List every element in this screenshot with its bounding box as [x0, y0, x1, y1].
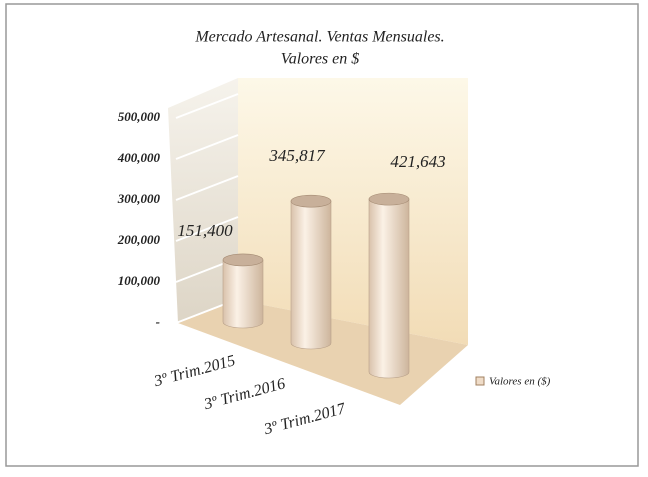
cylinder: [368, 192, 410, 379]
value-label: 151,400: [177, 221, 233, 240]
chart-title: Mercado Artesanal. Ventas Mensuales.: [194, 29, 444, 46]
grid-line: [175, 216, 239, 242]
value-label: 421,643: [390, 152, 445, 171]
legend-label: Valores en ($): [489, 376, 551, 388]
grid-line: [175, 93, 239, 119]
y-tick-label: 400,000: [117, 150, 161, 165]
cylinder: [222, 253, 264, 329]
grid-line: [175, 175, 239, 201]
value-label: 345,817: [268, 146, 326, 165]
chart-subtitle: Valores en $: [281, 51, 360, 68]
cylinder: [290, 194, 332, 350]
back-wall: [238, 78, 468, 345]
y-tick-label: 100,000: [118, 273, 161, 288]
side-wall: [168, 78, 238, 323]
y-tick-label: 300,000: [117, 191, 161, 206]
y-tick-label: -: [156, 314, 160, 329]
legend-swatch: [475, 376, 485, 386]
y-tick-label: 500,000: [118, 109, 161, 124]
grid-line: [175, 134, 239, 160]
y-tick-label: 200,000: [117, 232, 161, 247]
